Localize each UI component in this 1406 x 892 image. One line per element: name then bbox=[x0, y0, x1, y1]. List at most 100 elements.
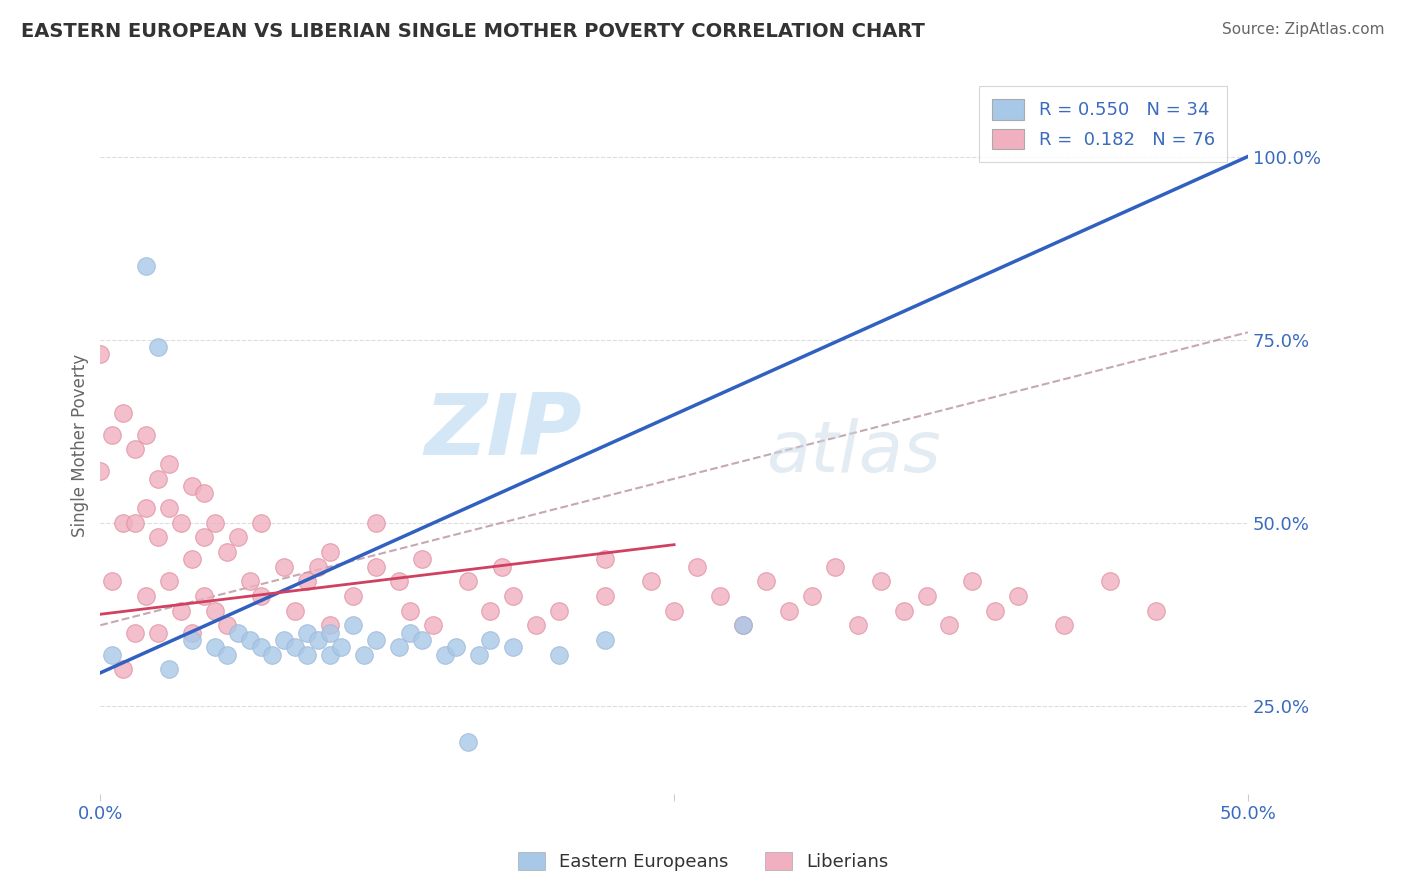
Point bbox=[284, 640, 307, 655]
Point bbox=[893, 604, 915, 618]
Point bbox=[157, 662, 180, 676]
Point bbox=[215, 648, 238, 662]
Point bbox=[800, 589, 823, 603]
Point bbox=[204, 640, 226, 655]
Point bbox=[284, 604, 307, 618]
Point bbox=[295, 574, 318, 589]
Point bbox=[388, 640, 411, 655]
Point bbox=[193, 589, 215, 603]
Point bbox=[170, 516, 193, 530]
Text: EASTERN EUROPEAN VS LIBERIAN SINGLE MOTHER POVERTY CORRELATION CHART: EASTERN EUROPEAN VS LIBERIAN SINGLE MOTH… bbox=[21, 22, 925, 41]
Point bbox=[295, 648, 318, 662]
Point bbox=[364, 632, 387, 647]
Point bbox=[193, 486, 215, 500]
Point bbox=[731, 618, 754, 632]
Point bbox=[444, 640, 467, 655]
Point bbox=[778, 604, 800, 618]
Text: ZIP: ZIP bbox=[425, 391, 582, 474]
Point bbox=[593, 589, 616, 603]
Point bbox=[135, 589, 157, 603]
Point bbox=[457, 735, 479, 749]
Point bbox=[731, 618, 754, 632]
Point bbox=[89, 465, 111, 479]
Point bbox=[101, 574, 124, 589]
Point bbox=[824, 559, 846, 574]
Text: Source: ZipAtlas.com: Source: ZipAtlas.com bbox=[1222, 22, 1385, 37]
Point bbox=[984, 604, 1007, 618]
Point bbox=[593, 552, 616, 566]
Point bbox=[869, 574, 891, 589]
Point bbox=[1007, 589, 1029, 603]
Point bbox=[846, 618, 869, 632]
Point bbox=[1099, 574, 1122, 589]
Point bbox=[457, 574, 479, 589]
Point bbox=[124, 625, 146, 640]
Legend: R = 0.550   N = 34, R =  0.182   N = 76: R = 0.550 N = 34, R = 0.182 N = 76 bbox=[979, 87, 1227, 162]
Point bbox=[548, 648, 571, 662]
Point bbox=[238, 574, 260, 589]
Point bbox=[181, 632, 204, 647]
Point bbox=[181, 552, 204, 566]
Point bbox=[273, 559, 295, 574]
Point bbox=[342, 589, 364, 603]
Point bbox=[250, 589, 273, 603]
Point bbox=[112, 662, 135, 676]
Point bbox=[226, 625, 249, 640]
Point bbox=[204, 516, 226, 530]
Point bbox=[364, 559, 387, 574]
Point bbox=[307, 559, 329, 574]
Point bbox=[112, 516, 135, 530]
Point bbox=[1053, 618, 1076, 632]
Point bbox=[146, 625, 169, 640]
Point bbox=[157, 457, 180, 471]
Point bbox=[193, 530, 215, 544]
Point bbox=[962, 574, 984, 589]
Point bbox=[89, 347, 111, 361]
Point bbox=[593, 632, 616, 647]
Point bbox=[526, 618, 548, 632]
Point bbox=[411, 632, 433, 647]
Point bbox=[250, 516, 273, 530]
Point bbox=[479, 632, 502, 647]
Point bbox=[502, 640, 524, 655]
Point bbox=[353, 648, 375, 662]
Point bbox=[319, 545, 342, 559]
Point bbox=[502, 589, 524, 603]
Point bbox=[915, 589, 938, 603]
Point bbox=[135, 501, 157, 516]
Point bbox=[101, 427, 124, 442]
Point bbox=[250, 640, 273, 655]
Point bbox=[124, 516, 146, 530]
Point bbox=[181, 479, 204, 493]
Point bbox=[640, 574, 662, 589]
Point bbox=[181, 625, 204, 640]
Point bbox=[124, 442, 146, 457]
Point bbox=[364, 516, 387, 530]
Point bbox=[399, 625, 422, 640]
Point bbox=[146, 340, 169, 354]
Point bbox=[307, 632, 329, 647]
Point bbox=[204, 604, 226, 618]
Point bbox=[399, 604, 422, 618]
Point bbox=[686, 559, 709, 574]
Point bbox=[411, 552, 433, 566]
Point bbox=[319, 618, 342, 632]
Point bbox=[262, 648, 284, 662]
Point bbox=[135, 427, 157, 442]
Point bbox=[755, 574, 778, 589]
Point bbox=[101, 648, 124, 662]
Point bbox=[157, 501, 180, 516]
Point bbox=[479, 604, 502, 618]
Point bbox=[1144, 604, 1167, 618]
Point bbox=[548, 604, 571, 618]
Point bbox=[938, 618, 960, 632]
Point bbox=[319, 625, 342, 640]
Point bbox=[170, 604, 193, 618]
Point bbox=[468, 648, 491, 662]
Point bbox=[433, 648, 456, 662]
Point bbox=[112, 406, 135, 420]
Point bbox=[146, 530, 169, 544]
Point bbox=[330, 640, 353, 655]
Point bbox=[135, 260, 157, 274]
Legend: Eastern Europeans, Liberians: Eastern Europeans, Liberians bbox=[510, 845, 896, 879]
